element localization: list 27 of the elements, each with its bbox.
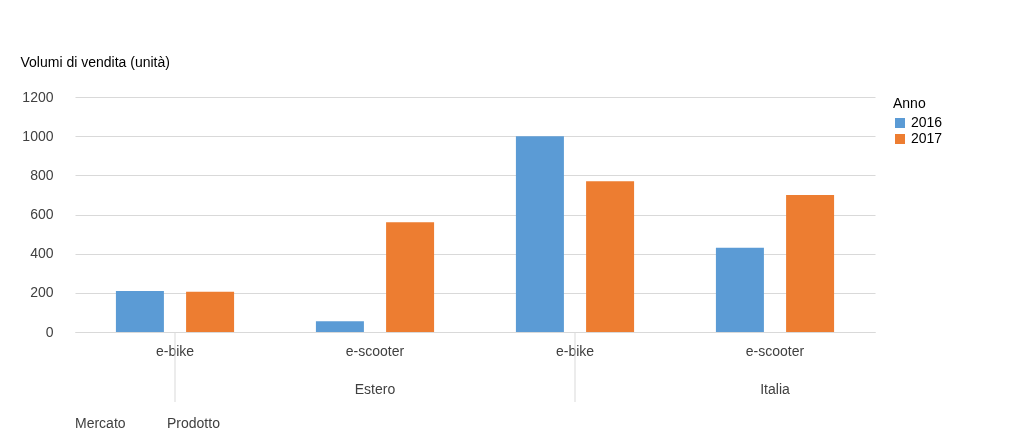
text: Prodotto [167, 415, 221, 431]
y-tick-label: 1000 [22, 127, 54, 144]
y-tick-label: 600 [30, 206, 54, 222]
y-tick-label: 1200 [22, 88, 54, 105]
bar [115, 290, 164, 332]
legend-title: Anno [893, 95, 926, 111]
y-tick-label: 800 [30, 166, 54, 183]
y-tick-label: 0 [45, 323, 54, 340]
x-tick-label: e-bike [555, 342, 595, 359]
y-tick-label: 400 [30, 245, 54, 262]
bar [515, 136, 564, 332]
y-tick-label: 200 [30, 284, 54, 301]
legend-label: 2017 [911, 130, 943, 146]
bar [315, 321, 364, 332]
bar [586, 181, 635, 332]
text: Mercato [75, 415, 126, 431]
text: Italia [760, 381, 790, 397]
y-axis-title: Volumi di vendita (unità) [20, 53, 170, 70]
x-tick-label: e-scooter [745, 342, 805, 359]
x-tick-label: e-bike [155, 342, 195, 359]
text: Estero [354, 381, 396, 397]
bar [715, 247, 764, 332]
bar [786, 194, 835, 332]
bar [386, 222, 435, 332]
legend-label: 2016 [911, 114, 943, 130]
x-tick-label: e-scooter [345, 342, 405, 359]
bar [186, 291, 235, 332]
